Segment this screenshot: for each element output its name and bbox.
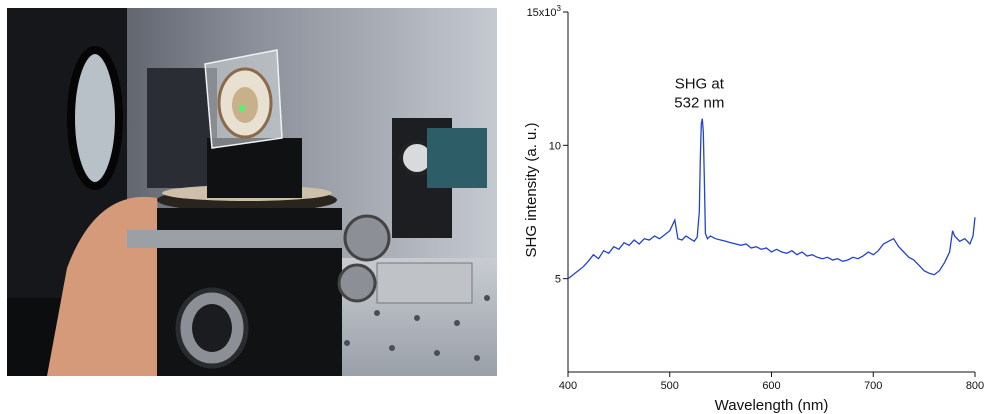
x-tick-label: 600 xyxy=(762,380,780,392)
sample-stage xyxy=(127,138,391,376)
y-tick-label-text: 10 xyxy=(549,140,561,152)
background-mount xyxy=(147,68,487,304)
annotation-line-2: 532 nm xyxy=(674,95,724,112)
experimental-setup-photo xyxy=(7,8,497,376)
x-tick-label: 800 xyxy=(966,380,984,392)
x-tick-label: 400 xyxy=(559,380,577,392)
annotation-line-1: SHG at xyxy=(675,76,725,93)
y-tick-label-text: 5 xyxy=(555,274,561,286)
y-tick-label: 5 xyxy=(555,274,561,286)
y-axis: 5 10 15x103 xyxy=(527,4,569,372)
x-axis: 400 500 600 700 800 xyxy=(559,371,984,392)
y-tick-label: 15x103 xyxy=(527,4,562,19)
y-tick-label-exponent: 3 xyxy=(557,4,562,13)
y-tick-label-text: 15x10 xyxy=(527,7,557,19)
x-axis-title: Wavelength (nm) xyxy=(715,397,829,414)
sample-slide xyxy=(204,49,283,149)
x-tick-label: 700 xyxy=(864,380,882,392)
spectrum-line xyxy=(567,118,976,280)
y-axis-title: SHG intensity (a. u.) xyxy=(523,122,540,257)
x-tick-label: 500 xyxy=(661,380,679,392)
y-tick-label: 10 xyxy=(549,140,561,152)
laser-spot xyxy=(239,105,245,111)
